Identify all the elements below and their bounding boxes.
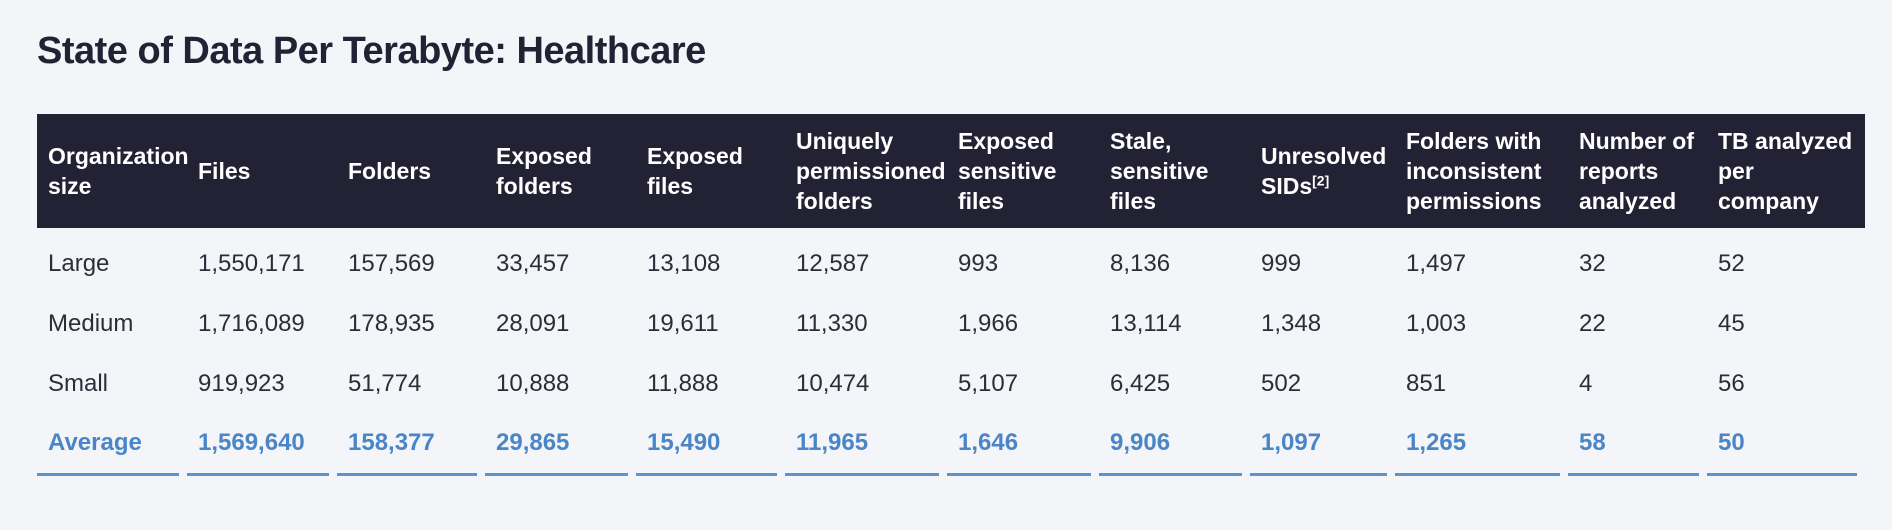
cell-exposed-folders: 33,457	[496, 250, 570, 277]
cell-folders-inconsistent-permissions: 851	[1406, 370, 1447, 397]
cell-number-of-reports-analyzed: 32	[1579, 250, 1606, 277]
column-header-label: Exposed sensitive files	[958, 128, 1057, 214]
column-header-files: Files	[187, 156, 337, 186]
cell-unresolved-sids: 1,348	[1261, 310, 1322, 337]
cell-number-of-reports-analyzed: 4	[1579, 370, 1593, 397]
cell-files: 1,716,089	[198, 310, 305, 337]
row-label: Medium	[48, 310, 134, 337]
cell-exposed-files: 15,490	[636, 413, 777, 476]
column-header-tb-analyzed-per-company: TB analyzed per company	[1707, 126, 1865, 216]
cell-files: 919,923	[198, 370, 285, 397]
report-page: State of Data Per Terabyte: Healthcare O…	[37, 30, 1865, 476]
cell-tb-analyzed-per-company: 45	[1718, 310, 1745, 337]
cell-uniquely-permissioned-folders: 12,587	[796, 250, 870, 277]
column-header-label: TB analyzed per company	[1718, 128, 1853, 214]
cell-stale-sensitive-files: 13,114	[1110, 310, 1182, 337]
cell-tb-analyzed-per-company: 52	[1718, 250, 1745, 277]
cell-exposed-sensitive-files: 5,107	[958, 370, 1019, 397]
cell-unresolved-sids: 999	[1261, 250, 1302, 277]
column-header-label: Stale, sensitive files	[1110, 128, 1209, 214]
cell-folders-inconsistent-permissions: 1,497	[1406, 250, 1467, 277]
cell-exposed-sensitive-files: 993	[958, 250, 999, 277]
column-header-folders: Folders	[337, 156, 485, 186]
column-header-stale-sensitive-files: Stale, sensitive files	[1099, 126, 1250, 216]
cell-exposed-files: 19,611	[647, 310, 719, 337]
cell-folders: 178,935	[348, 310, 435, 337]
table-row-large: Large 1,550,171 157,569 33,457 13,108 12…	[37, 234, 1865, 294]
row-label: Small	[48, 370, 109, 397]
cell-number-of-reports-analyzed: 22	[1579, 310, 1606, 337]
row-label: Average	[37, 413, 179, 476]
cell-exposed-folders: 29,865	[485, 413, 628, 476]
column-header-organization-size: Organization size	[37, 141, 189, 201]
cell-folders: 51,774	[348, 370, 422, 397]
column-header-label: Exposed files	[647, 143, 743, 199]
cell-uniquely-permissioned-folders: 11,965	[785, 413, 939, 476]
table-body: Large 1,550,171 157,569 33,457 13,108 12…	[37, 228, 1865, 476]
cell-tb-analyzed-per-company: 50	[1707, 413, 1857, 476]
cell-stale-sensitive-files: 6,425	[1110, 370, 1171, 397]
cell-number-of-reports-analyzed: 58	[1568, 413, 1699, 476]
cell-folders-inconsistent-permissions: 1,003	[1406, 310, 1467, 337]
table-row-small: Small 919,923 51,774 10,888 11,888 10,47…	[37, 354, 1865, 414]
column-header-label: Uniquely permissioned folders	[796, 128, 946, 214]
cell-stale-sensitive-files: 9,906	[1099, 413, 1242, 476]
cell-folders: 157,569	[348, 250, 435, 277]
table-row-average: Average 1,569,640 158,377 29,865 15,490 …	[37, 413, 1865, 476]
column-header-folders-inconsistent-permissions: Folders with inconsistent permissions	[1395, 126, 1568, 216]
cell-uniquely-permissioned-folders: 10,474	[796, 370, 870, 397]
column-header-unresolved-sids: Unresolved SIDs[2]	[1250, 141, 1395, 201]
column-header-label: Organization size	[48, 143, 189, 199]
cell-files: 1,550,171	[198, 250, 305, 277]
cell-exposed-sensitive-files: 1,966	[958, 310, 1019, 337]
cell-folders-inconsistent-permissions: 1,265	[1395, 413, 1560, 476]
table-header-row: Organization size Files Folders Exposed …	[37, 114, 1865, 228]
cell-exposed-files: 13,108	[647, 250, 721, 277]
cell-exposed-files: 11,888	[647, 370, 719, 397]
cell-folders: 158,377	[337, 413, 477, 476]
column-header-exposed-sensitive-files: Exposed sensitive files	[947, 126, 1099, 216]
column-header-label: Number of reports analyzed	[1579, 128, 1694, 214]
cell-tb-analyzed-per-company: 56	[1718, 370, 1745, 397]
column-header-uniquely-permissioned-folders: Uniquely permissioned folders	[785, 126, 947, 216]
footnote-marker: [2]	[1312, 172, 1330, 189]
cell-uniquely-permissioned-folders: 11,330	[796, 310, 868, 337]
column-header-number-of-reports-analyzed: Number of reports analyzed	[1568, 126, 1707, 216]
data-table: Organization size Files Folders Exposed …	[37, 114, 1865, 476]
column-header-label: Files	[198, 158, 251, 184]
row-label: Large	[48, 250, 110, 277]
column-header-exposed-folders: Exposed folders	[485, 141, 636, 201]
page-title: State of Data Per Terabyte: Healthcare	[37, 30, 706, 72]
column-header-exposed-files: Exposed files	[636, 141, 785, 201]
cell-unresolved-sids: 502	[1261, 370, 1302, 397]
column-header-label: Folders	[348, 158, 432, 184]
cell-unresolved-sids: 1,097	[1250, 413, 1387, 476]
cell-exposed-folders: 10,888	[496, 370, 570, 397]
table-row-medium: Medium 1,716,089 178,935 28,091 19,611 1…	[37, 294, 1865, 354]
cell-files: 1,569,640	[187, 413, 329, 476]
cell-exposed-folders: 28,091	[496, 310, 570, 337]
column-header-label: Unresolved SIDs	[1261, 143, 1387, 199]
cell-stale-sensitive-files: 8,136	[1110, 250, 1171, 277]
cell-exposed-sensitive-files: 1,646	[947, 413, 1091, 476]
column-header-label: Exposed folders	[496, 143, 592, 199]
column-header-label: Folders with inconsistent permissions	[1406, 128, 1542, 214]
